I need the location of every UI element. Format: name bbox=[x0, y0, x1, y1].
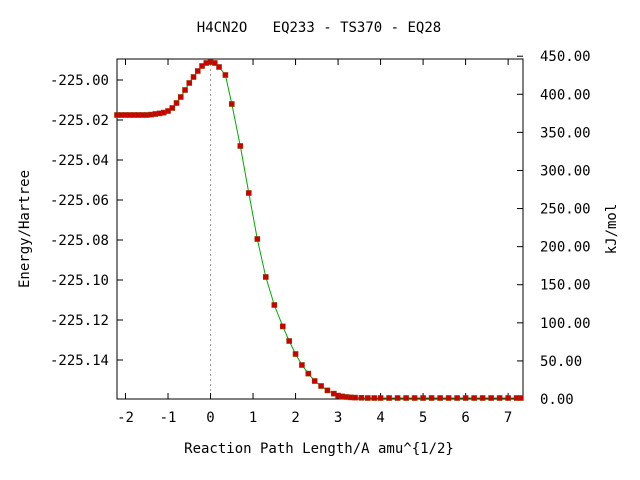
data-point bbox=[518, 395, 524, 401]
y2-tick-label: 350.00 bbox=[540, 125, 591, 141]
data-point bbox=[165, 108, 171, 114]
data-point bbox=[173, 100, 180, 106]
data-point bbox=[228, 101, 235, 107]
data-point bbox=[488, 395, 494, 401]
y-tick-label: -225.14 bbox=[50, 353, 109, 369]
x-axis-label: Reaction Path Length/A amu^{1/2} bbox=[184, 441, 454, 457]
data-point bbox=[271, 302, 278, 308]
data-point bbox=[222, 72, 229, 78]
y-axis-label: Energy/Hartree bbox=[17, 170, 33, 288]
x-axis-ticks: -2 -1 0 1 2 3 4 5 6 7 bbox=[117, 59, 512, 426]
y2-axis-ticks: 0.00 50.00 100.00 150.00 200.00 250.00 300.00 3… bbox=[517, 49, 591, 408]
x-tick-label: 3 bbox=[334, 410, 342, 426]
data-point bbox=[182, 87, 188, 93]
x-tick-label: -1 bbox=[160, 410, 177, 426]
data-point bbox=[280, 323, 286, 330]
data-point bbox=[324, 387, 331, 394]
data-point bbox=[311, 378, 318, 384]
y-tick-label: -225.12 bbox=[50, 313, 109, 329]
chart-title: H4CN2O EQ233 - TS370 - EQ28 bbox=[197, 20, 441, 36]
y-tick-label: -225.04 bbox=[50, 153, 109, 169]
data-point bbox=[262, 274, 269, 280]
data-point bbox=[471, 395, 477, 401]
data-point bbox=[245, 190, 252, 196]
x-tick-label: 4 bbox=[376, 410, 384, 426]
data-point bbox=[211, 60, 218, 66]
y2-tick-label: 300.00 bbox=[540, 163, 591, 179]
data-point bbox=[299, 362, 305, 368]
data-point bbox=[177, 94, 184, 100]
x-tick-label: 2 bbox=[291, 410, 299, 426]
data-point bbox=[318, 383, 324, 389]
data-point bbox=[505, 395, 511, 401]
data-point bbox=[194, 68, 201, 74]
data-point bbox=[358, 394, 365, 401]
data-point bbox=[254, 236, 261, 242]
y-tick-label: -225.10 bbox=[50, 273, 109, 289]
data-point bbox=[394, 395, 401, 401]
data-point bbox=[286, 338, 292, 344]
data-point bbox=[496, 395, 503, 401]
data-point bbox=[437, 395, 443, 401]
y2-axis-label: kJ/mol bbox=[604, 204, 620, 255]
data-point bbox=[305, 370, 312, 377]
data-point bbox=[403, 395, 409, 401]
data-point bbox=[169, 105, 176, 111]
data-point bbox=[371, 395, 378, 401]
data-point bbox=[292, 351, 299, 357]
y2-tick-label: 200.00 bbox=[540, 240, 591, 256]
data-point bbox=[479, 395, 486, 401]
data-point bbox=[386, 395, 392, 401]
y2-tick-label: 50.00 bbox=[540, 354, 582, 370]
y2-tick-label: 450.00 bbox=[540, 49, 591, 65]
data-point bbox=[462, 395, 469, 401]
data-point bbox=[411, 395, 418, 401]
x-tick-label: 6 bbox=[461, 410, 469, 426]
data-point bbox=[352, 394, 358, 401]
x-tick-label: 5 bbox=[419, 410, 427, 426]
y2-tick-label: 100.00 bbox=[540, 316, 591, 332]
data-point bbox=[186, 80, 193, 86]
data-point bbox=[199, 63, 205, 69]
series-layer bbox=[114, 59, 524, 401]
y2-tick-label: 250.00 bbox=[540, 202, 591, 218]
data-point bbox=[190, 74, 197, 80]
y2-tick-label: 400.00 bbox=[540, 87, 591, 103]
data-point bbox=[420, 395, 426, 401]
data-point bbox=[428, 395, 435, 401]
x-tick-label: 1 bbox=[249, 410, 257, 426]
x-tick-label: -2 bbox=[117, 410, 134, 426]
series-line bbox=[117, 61, 521, 399]
y-axis-ticks: -225.00 -225.02 -225.04 -225.06 -225.08 -225.… bbox=[50, 73, 123, 369]
data-point bbox=[454, 395, 460, 401]
plot-frame bbox=[116, 58, 524, 400]
data-point bbox=[237, 143, 244, 149]
y-tick-label: -225.02 bbox=[50, 113, 109, 129]
data-point bbox=[216, 64, 222, 70]
y-tick-label: -225.06 bbox=[50, 193, 109, 209]
y-tick-label: -225.00 bbox=[50, 73, 109, 89]
y2-tick-label: 0.00 bbox=[540, 392, 574, 408]
data-point bbox=[445, 395, 452, 401]
data-point bbox=[365, 395, 371, 401]
x-tick-label: 7 bbox=[504, 410, 512, 426]
y-tick-label: -225.08 bbox=[50, 233, 109, 249]
x-tick-label: 0 bbox=[206, 410, 214, 426]
y2-tick-label: 150.00 bbox=[540, 278, 591, 294]
data-point bbox=[377, 395, 384, 401]
